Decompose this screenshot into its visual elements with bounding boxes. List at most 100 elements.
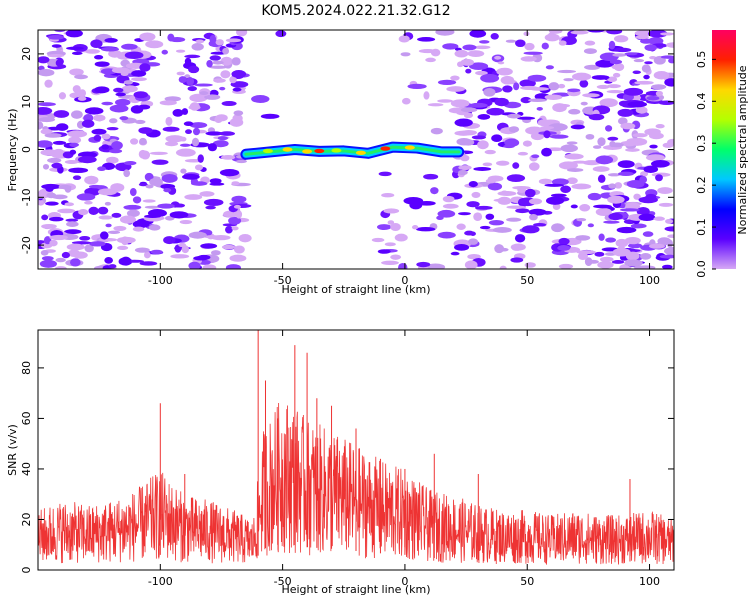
noise-blob xyxy=(458,165,472,171)
noise-blob xyxy=(145,40,164,49)
noise-blob xyxy=(469,62,489,71)
noise-blob xyxy=(377,224,392,230)
noise-blob xyxy=(506,205,527,209)
noise-blob xyxy=(651,84,667,90)
noise-blob xyxy=(577,252,588,260)
noise-blob xyxy=(507,113,522,119)
noise-blob xyxy=(544,33,560,42)
noise-blob xyxy=(585,133,595,140)
noise-blob xyxy=(71,110,83,119)
noise-blob xyxy=(580,101,588,106)
noise-blob xyxy=(634,265,648,269)
noise-blob xyxy=(81,119,95,128)
noise-blob xyxy=(209,55,221,61)
noise-blob xyxy=(582,93,600,98)
noise-blob xyxy=(54,30,66,33)
x-tick-label: 100 xyxy=(639,274,660,287)
noise-blob xyxy=(159,100,177,106)
colorbar-tick-label: 0.5 xyxy=(695,51,708,69)
noise-blob xyxy=(471,191,481,199)
noise-blob xyxy=(208,65,228,69)
noise-blob xyxy=(161,173,178,183)
heatmap-y-label: Frequency (Hz) xyxy=(6,109,19,192)
noise-blob xyxy=(165,116,173,126)
noise-blob xyxy=(649,144,658,149)
y-tick-label: 20 xyxy=(20,512,33,526)
noise-blob xyxy=(533,222,547,227)
noise-blob xyxy=(450,75,460,81)
noise-blob xyxy=(616,226,637,234)
noise-blob xyxy=(467,253,481,260)
snr-frame xyxy=(37,329,675,571)
noise-blob xyxy=(633,59,645,63)
noise-blob xyxy=(194,83,213,87)
noise-blob xyxy=(52,140,67,145)
noise-blob xyxy=(129,187,137,197)
noise-blob xyxy=(66,46,84,50)
noise-blob xyxy=(437,99,453,103)
x-tick-label: 0 xyxy=(401,274,408,287)
noise-blob xyxy=(521,225,540,234)
noise-blob xyxy=(225,225,233,234)
noise-blob xyxy=(430,187,439,195)
noise-blob xyxy=(480,73,500,83)
noise-blob xyxy=(499,265,507,269)
noise-blob xyxy=(608,40,616,50)
y-tick-label: 10 xyxy=(20,95,33,109)
noise-blob xyxy=(607,76,618,83)
noise-blob xyxy=(560,185,572,193)
noise-blob xyxy=(89,241,106,247)
x-tick-label: -100 xyxy=(148,575,173,588)
noise-blob xyxy=(38,102,56,107)
noise-blob xyxy=(178,76,187,84)
noise-blob xyxy=(172,108,184,117)
noise-blob xyxy=(655,124,665,129)
noise-blob xyxy=(94,61,110,67)
noise-blob xyxy=(164,96,182,102)
noise-blob xyxy=(210,250,221,256)
noise-blob xyxy=(219,169,240,177)
noise-blob xyxy=(617,117,628,125)
noise-blob xyxy=(474,205,493,210)
noise-blob xyxy=(251,95,270,103)
noise-blob xyxy=(609,59,623,65)
noise-blob xyxy=(194,164,204,171)
noise-blob xyxy=(469,102,488,108)
noise-blob xyxy=(66,243,85,251)
noise-blob xyxy=(595,207,612,217)
noise-blob xyxy=(608,212,623,221)
noise-blob xyxy=(572,72,592,81)
noise-blob xyxy=(49,234,68,241)
noise-blob xyxy=(94,86,110,94)
signal-track xyxy=(240,141,465,160)
noise-blob xyxy=(163,236,176,245)
noise-blob xyxy=(648,243,666,249)
noise-blob xyxy=(584,257,593,267)
heatmap-noise-blobs xyxy=(38,30,674,269)
noise-blob xyxy=(598,233,605,241)
noise-blob xyxy=(558,263,574,269)
noise-blob xyxy=(448,107,466,114)
noise-blob xyxy=(188,65,200,74)
noise-blob xyxy=(478,40,490,44)
noise-blob xyxy=(191,43,204,51)
noise-blob xyxy=(640,252,652,260)
noise-blob xyxy=(150,249,163,255)
noise-blob xyxy=(191,137,200,147)
noise-blob xyxy=(458,212,471,216)
noise-blob xyxy=(230,81,249,88)
noise-blob xyxy=(529,213,538,221)
noise-blob xyxy=(638,196,658,204)
noise-blob xyxy=(108,148,123,154)
noise-blob xyxy=(473,167,492,172)
noise-blob xyxy=(207,143,218,152)
track-hotspot xyxy=(282,147,293,152)
noise-blob xyxy=(238,233,252,243)
noise-blob xyxy=(71,51,83,56)
noise-blob xyxy=(515,208,530,214)
noise-blob xyxy=(111,67,130,74)
noise-blob xyxy=(51,44,62,48)
noise-blob xyxy=(522,140,532,147)
track-hotspot xyxy=(302,149,313,154)
noise-blob xyxy=(430,127,443,135)
